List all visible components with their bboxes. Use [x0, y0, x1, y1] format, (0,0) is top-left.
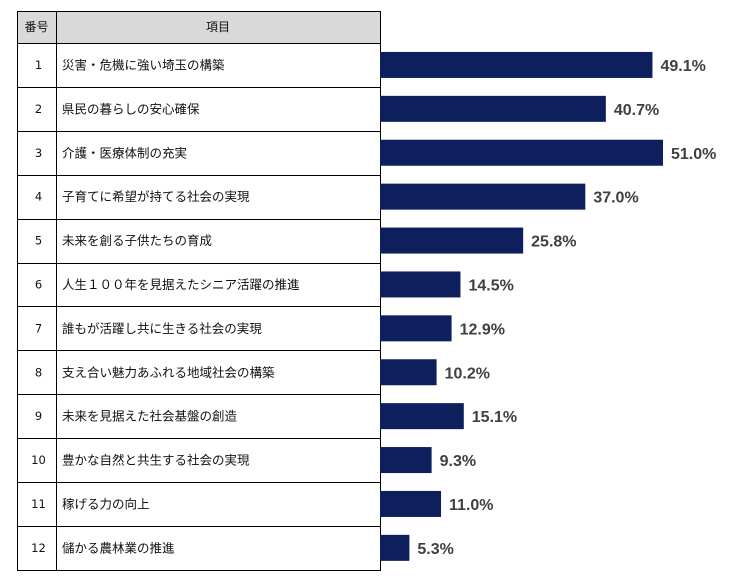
bar	[380, 490, 442, 517]
value-label: 15.1%	[472, 409, 517, 426]
row-number: 12	[31, 541, 46, 555]
row-label: 未来を見据えた社会基盤の創造	[62, 409, 238, 424]
row-number: 10	[31, 453, 46, 467]
row-label: 豊かな自然と共生する社会の実現	[62, 453, 250, 468]
value-label: 49.1%	[660, 58, 705, 75]
row-number: 9	[35, 409, 42, 423]
bar	[380, 183, 586, 210]
bar	[380, 95, 606, 122]
row-number: 5	[35, 234, 42, 248]
bar	[380, 447, 432, 474]
header-number: 番号	[24, 20, 48, 34]
value-label: 14.5%	[468, 277, 513, 294]
row-label: 子育てに希望が持てる社会の実現	[62, 189, 250, 204]
bar	[380, 403, 464, 430]
row-label: 支え合い魅力あふれる地域社会の構築	[62, 365, 275, 380]
bar	[380, 139, 663, 166]
item-table: 番号 項目 1 災害・危機に強い埼玉の構築 2 県民の暮らしの安心確保 3 介護・医療体制の充…	[17, 11, 381, 571]
row-label: 災害・危機に強い埼玉の構築	[62, 57, 225, 72]
value-label: 51.0%	[671, 146, 716, 163]
bar	[380, 534, 410, 561]
row-label: 県民の暮らしの安心確保	[62, 101, 200, 116]
bar	[380, 51, 653, 78]
value-label: 12.9%	[460, 321, 505, 338]
row-label: 稼げる力の向上	[62, 496, 150, 511]
header-item: 項目	[206, 20, 230, 34]
value-label: 5.3%	[417, 541, 453, 558]
row-number: 7	[35, 321, 42, 335]
row-number: 11	[31, 497, 46, 511]
row-number: 4	[35, 190, 42, 204]
bar	[380, 271, 461, 298]
bar-series: 49.1% 40.7% 51.0% 37.0% 25.8% 14.5% 12.9% 10.2%…	[380, 51, 716, 561]
row-number: 6	[35, 277, 42, 291]
row-label: 介護・医療体制の充実	[62, 145, 187, 160]
value-label: 37.0%	[593, 190, 638, 207]
row-label: 人生１００年を見据えたシニア活躍の推進	[62, 277, 300, 292]
value-label: 11.0%	[449, 497, 493, 514]
bar	[380, 227, 524, 254]
value-label: 25.8%	[531, 234, 576, 251]
bar	[380, 315, 452, 342]
bar	[380, 359, 437, 386]
value-label: 10.2%	[445, 365, 490, 382]
row-number: 3	[35, 146, 42, 160]
value-label: 9.3%	[440, 453, 476, 470]
value-label: 40.7%	[614, 102, 659, 119]
table-header-bg	[17, 11, 380, 43]
row-label: 儲かる農林業の推進	[62, 540, 175, 555]
row-number: 1	[35, 58, 42, 72]
row-number: 8	[35, 365, 42, 379]
row-label: 誰もが活躍し共に生きる社会の実現	[62, 321, 262, 336]
row-label: 未来を創る子供たちの育成	[62, 233, 212, 248]
row-number: 2	[35, 102, 42, 116]
